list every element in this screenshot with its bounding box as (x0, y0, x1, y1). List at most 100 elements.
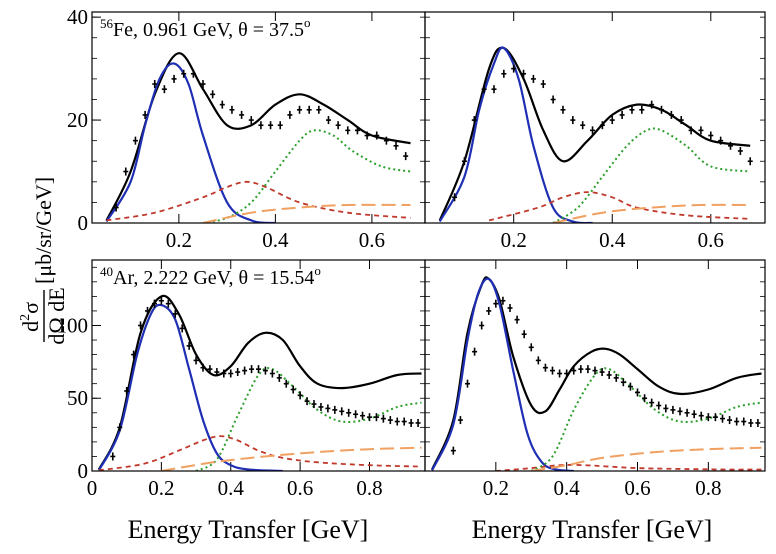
data-point (380, 414, 386, 423)
data-point (297, 391, 303, 400)
data-point (668, 110, 674, 119)
data-point (629, 105, 635, 114)
y-tick-label: 0 (78, 459, 89, 483)
data-point (207, 365, 213, 374)
data-point (619, 110, 625, 119)
data-point (570, 116, 576, 125)
data-point (415, 418, 421, 427)
data-point (620, 378, 626, 387)
panel-frame (424, 11, 766, 224)
data-point (335, 121, 341, 130)
data-point (151, 299, 157, 308)
data-point (283, 379, 289, 388)
data-point (678, 116, 684, 125)
data-point (590, 126, 596, 135)
x-tick-label: 0.2 (501, 228, 527, 252)
data-point (540, 80, 546, 89)
panel-frame (91, 11, 426, 224)
data-point (387, 416, 393, 425)
data-point (373, 413, 379, 422)
data-point (737, 146, 743, 155)
data-point (311, 400, 317, 409)
data-point (239, 110, 245, 119)
data-point (190, 69, 196, 78)
data-point (564, 369, 570, 378)
data-point (663, 404, 669, 413)
data-point (287, 110, 293, 119)
data-point (712, 413, 718, 422)
delta-curve (195, 367, 422, 471)
panel-top-left: 0.2 0.4 0.6 0 20 40 56Fe, 0.961 GeV, θ = 37.5o (67, 5, 426, 252)
data-point (354, 126, 360, 135)
data-point (171, 74, 177, 83)
data-point (635, 388, 640, 397)
x-tick-label: 0 (87, 476, 98, 500)
data-point (158, 296, 164, 305)
data-point (316, 105, 322, 114)
plot-area (97, 294, 422, 471)
data-point (339, 407, 345, 416)
data-point (332, 405, 338, 414)
data-point (277, 121, 283, 130)
data-point (360, 411, 366, 420)
delta-curve (202, 129, 411, 223)
data-point (179, 324, 185, 333)
data-point (210, 90, 216, 99)
x-tick-label: 0.4 (554, 476, 581, 500)
data-point (186, 341, 192, 350)
data-point (318, 402, 324, 411)
data-point (479, 321, 485, 330)
qe-curve (97, 303, 283, 471)
data-point (461, 157, 467, 166)
x-tick-label: 0.6 (624, 476, 650, 500)
dis-curve (161, 446, 422, 471)
data-point (193, 356, 199, 365)
data-point (262, 366, 268, 375)
data-point (599, 368, 605, 377)
data-point (530, 74, 536, 83)
data-point (248, 116, 254, 125)
data-point (747, 157, 753, 166)
data-point (117, 423, 123, 432)
dis-curve (552, 203, 751, 223)
data-point (325, 116, 331, 125)
data-point (755, 418, 761, 427)
panel-bottom-left: 0 0.2 0.4 0.6 0.8 0 50 100 40Ar, 2.222 GeV, θ = … (57, 259, 426, 500)
data-point (113, 203, 119, 212)
data-point (401, 417, 407, 426)
panel-annotation: 40Ar, 2.222 GeV, θ = 15.54o (100, 263, 321, 289)
data-point (276, 373, 282, 382)
data-point (408, 418, 414, 427)
x-tick-label: 0.6 (359, 228, 385, 252)
ylabel-numerator: d2σ (18, 302, 43, 332)
panel-top-right: 0.2 0.4 0.6 (424, 11, 766, 252)
plot-area (431, 276, 762, 471)
y-tick-label: 40 (67, 5, 88, 29)
y-axis-label: d2σ dΩ dE [μb/sr/GeV] (18, 177, 69, 345)
x-tick-label: 0.4 (599, 228, 626, 252)
panels: 0.2 0.4 0.6 0 20 40 56Fe, 0.961 GeV, θ = 37.5o… (57, 5, 766, 500)
data-point (229, 105, 235, 114)
data-point (353, 410, 359, 419)
data-point (367, 413, 372, 422)
panel-frame (424, 259, 766, 472)
data-point (403, 152, 409, 161)
data-point (592, 366, 598, 375)
data-point (132, 136, 138, 145)
data-point (550, 366, 555, 375)
data-point (165, 299, 171, 308)
total-curve (438, 46, 751, 221)
data-point (346, 408, 352, 417)
data-point (491, 85, 497, 94)
data-point (656, 401, 662, 410)
data-point (214, 368, 220, 377)
data-point (677, 407, 683, 416)
total-curve (105, 52, 411, 221)
data-point (670, 405, 676, 414)
x-axis-title-right: Energy Transfer [GeV] (472, 515, 713, 544)
total-curve (97, 294, 422, 471)
x-tick-label: 0.4 (262, 228, 289, 252)
data-point (457, 416, 463, 425)
data-point (235, 368, 241, 377)
x-axis-title-left: Energy Transfer [GeV] (128, 515, 369, 544)
